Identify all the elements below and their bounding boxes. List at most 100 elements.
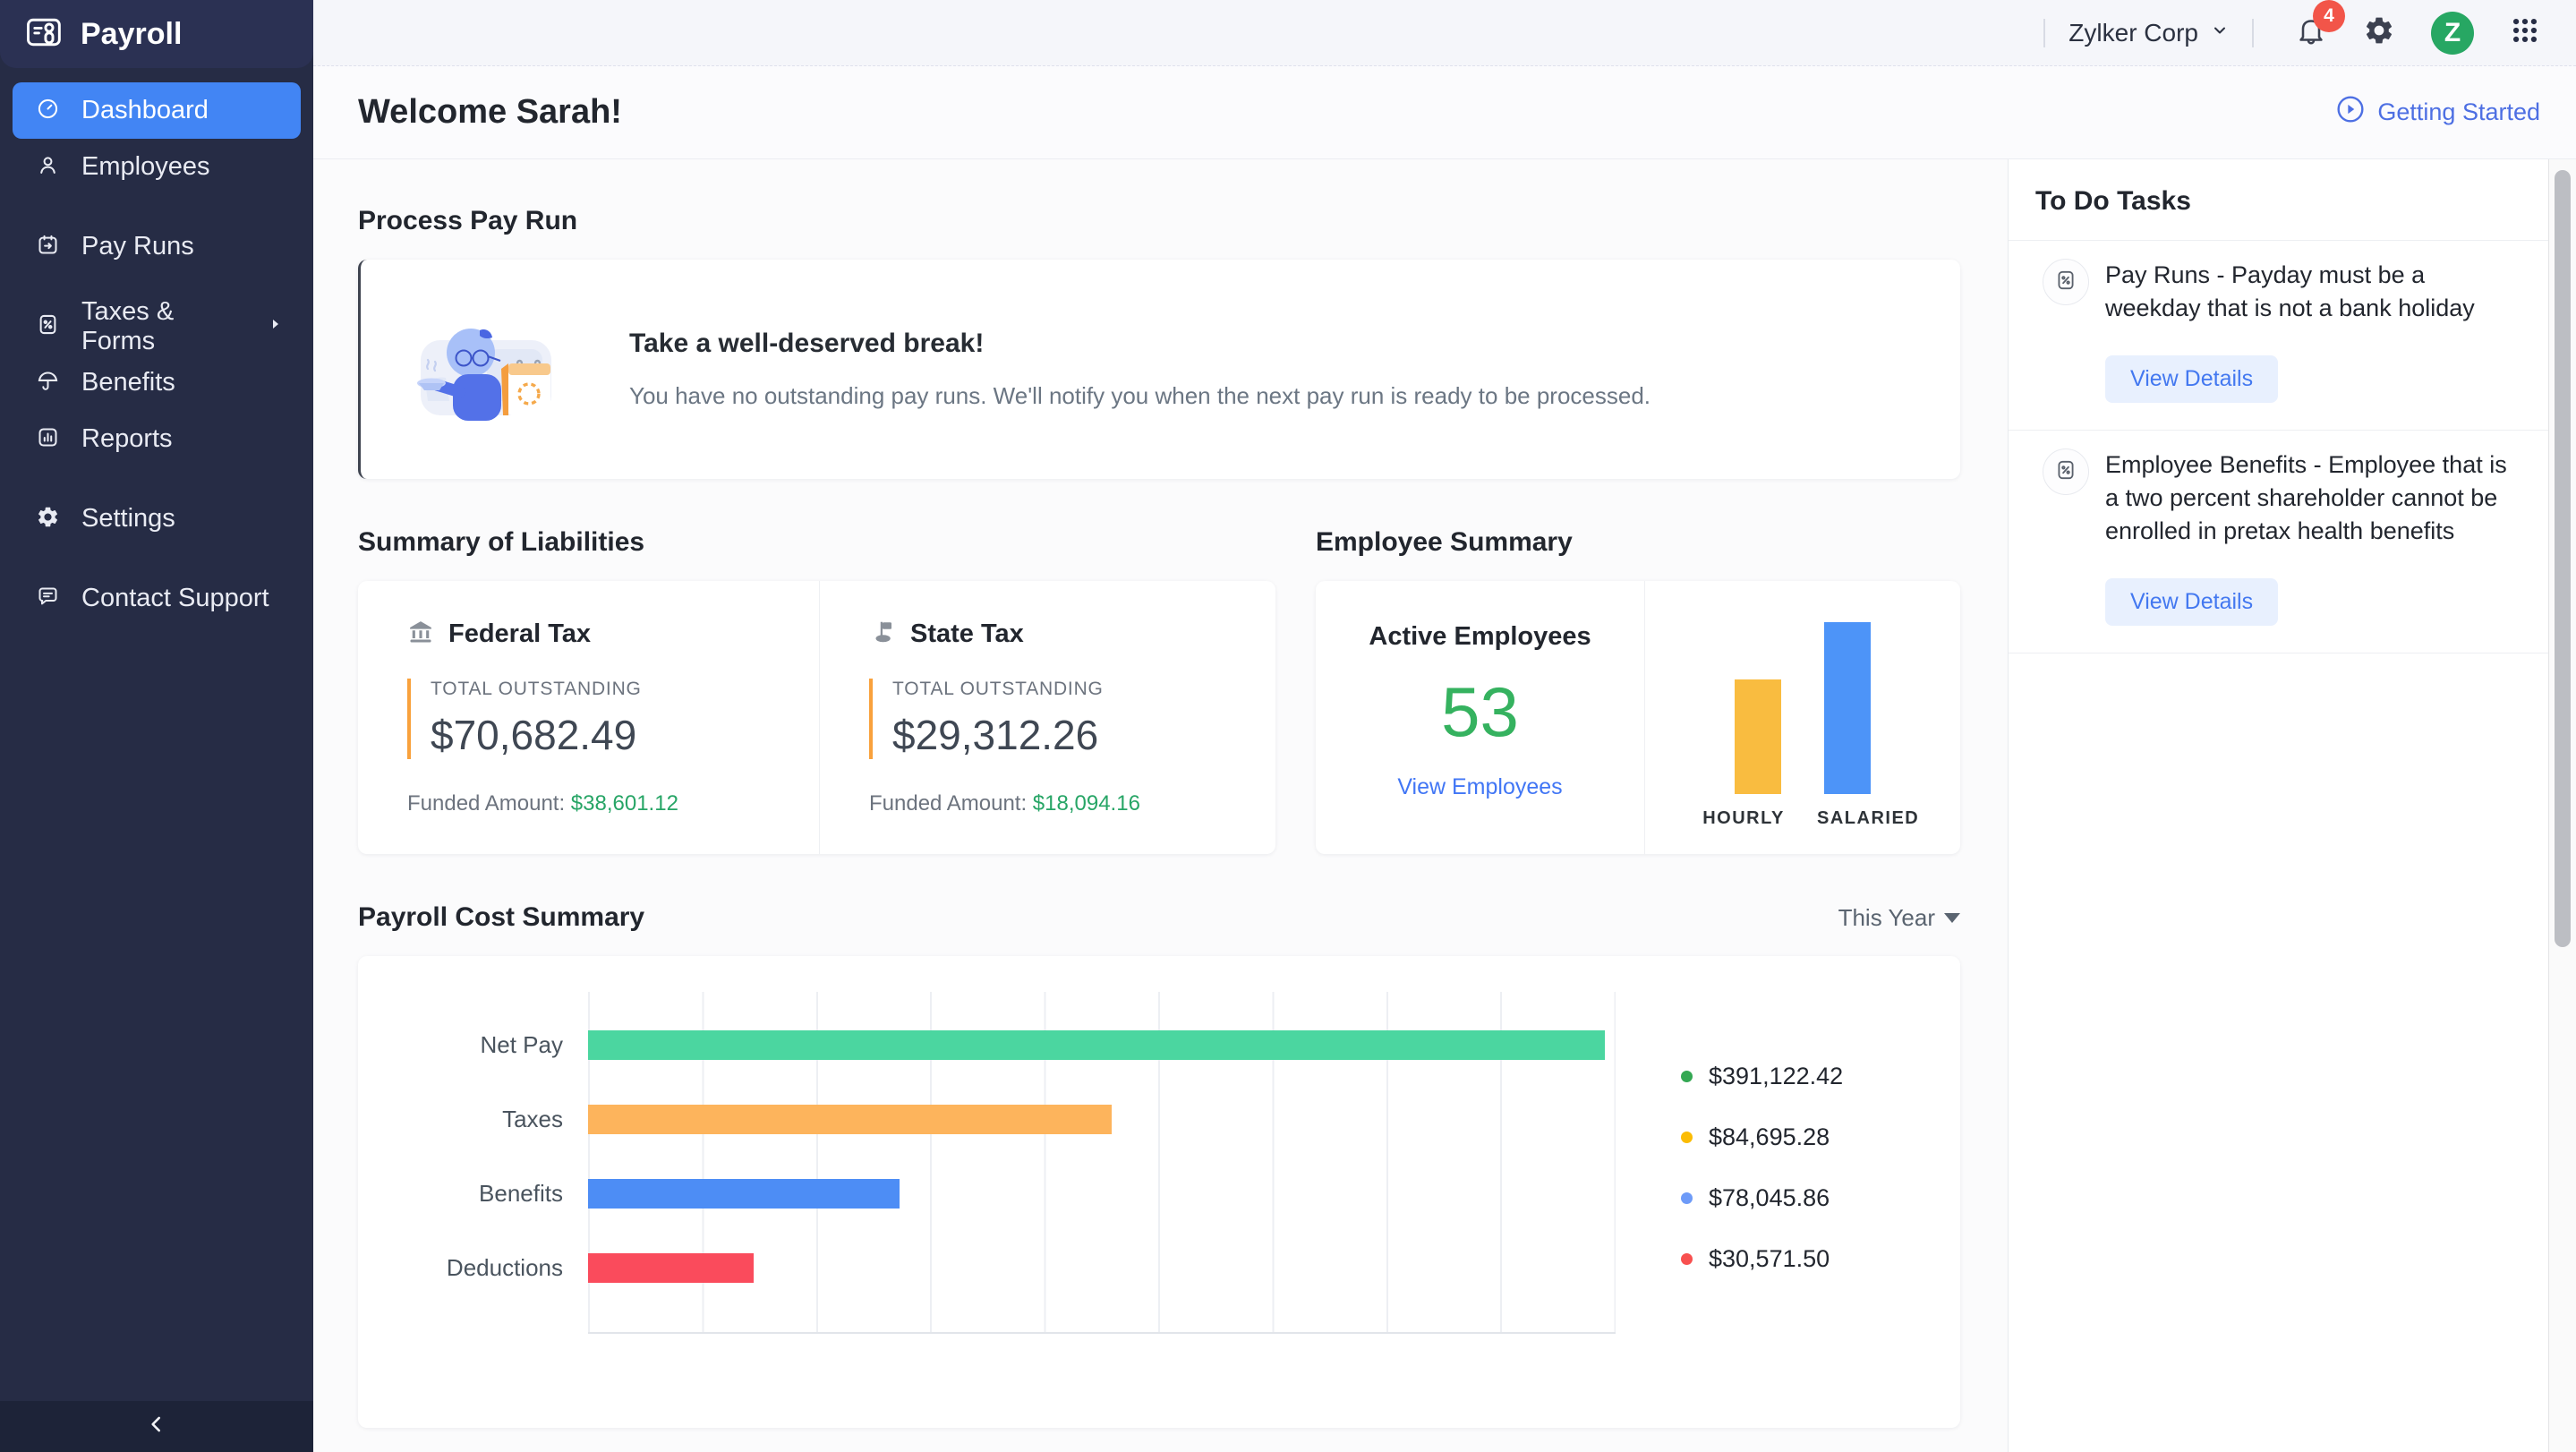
sidebar-item-dashboard[interactable]: Dashboard (13, 82, 301, 139)
payroll-logo-icon (23, 13, 63, 56)
liability-amount: $70,682.49 (431, 712, 637, 758)
sidebar-item-label: Employees (81, 152, 210, 181)
topbar-divider (2043, 18, 2046, 47)
task-icon-circle (2043, 259, 2089, 305)
mini-bar-salaried[interactable] (1824, 622, 1871, 794)
todo-title: To Do Tasks (2035, 186, 2191, 216)
play-circle-icon (2336, 95, 2365, 130)
product-title: Payroll (81, 16, 183, 51)
payroll-cost-title: Payroll Cost Summary (358, 902, 645, 932)
sidebar: Payroll Dashboard (0, 0, 313, 1452)
sidebar-item-label: Settings (81, 504, 175, 533)
chart-category-label: Taxes (502, 1106, 563, 1132)
federal-tax-column: Federal Tax TOTAL OUTSTANDING $70,682.49… (358, 581, 819, 854)
active-employees-count: 53 (1441, 672, 1519, 751)
liability-amount: $29,312.26 (892, 712, 1099, 758)
legend-value: $84,695.28 (1709, 1123, 1830, 1150)
payroll-chart-legend: $391,122.42 $84,695.28 $78,045.86 $30,571.5… (1681, 1062, 1843, 1305)
chart-category-label: Net Pay (480, 1031, 564, 1058)
todo-task: Pay Runs - Payday must be a weekday that… (2009, 241, 2548, 431)
page-title: Welcome Sarah! (358, 93, 622, 131)
org-selector[interactable]: Zylker Corp (2068, 19, 2229, 47)
legend-dot-icon (1681, 1070, 1693, 1082)
gear-icon (2363, 14, 2395, 51)
legend-item: $78,045.86 (1681, 1183, 1843, 1212)
sidebar-item-pay-runs[interactable]: Pay Runs (13, 218, 301, 275)
todo-task: Employee Benefits - Employee that is a t… (2009, 431, 2548, 653)
sidebar-collapse-button[interactable] (0, 1401, 313, 1452)
liability-name: Federal Tax (448, 619, 592, 648)
chart-bar-benefits[interactable] (588, 1179, 900, 1209)
scrollbar-track[interactable] (2548, 159, 2576, 1452)
legend-value: $78,045.86 (1709, 1183, 1830, 1211)
employees-icon (36, 153, 60, 182)
caret-down-icon (1944, 912, 1960, 923)
legend-value: $30,571.50 (1709, 1244, 1830, 1272)
view-details-button[interactable]: View Details (2105, 578, 2279, 626)
scrollbar-thumb[interactable] (2555, 170, 2571, 947)
task-text: Pay Runs - Payday must be a weekday that… (2105, 261, 2475, 321)
notification-badge: 4 (2313, 0, 2345, 32)
funded-label: Funded Amount: (407, 791, 566, 816)
chart-bar-taxes[interactable] (588, 1105, 1112, 1134)
chat-icon (36, 585, 60, 613)
mini-bar-hourly[interactable] (1735, 679, 1781, 794)
payroll-chart-plot: Net Pay Taxes Benefits Deductions (447, 992, 1616, 1334)
sidebar-item-label: Dashboard (81, 96, 209, 124)
chevron-left-icon (145, 1413, 168, 1440)
avatar[interactable]: Z (2431, 11, 2474, 55)
process-pay-run-card: Take a well-deserved break! You have no … (358, 260, 1960, 479)
apps-grid-icon (2510, 15, 2540, 50)
legend-dot-icon (1681, 1252, 1693, 1265)
liabilities-title: Summary of Liabilities (358, 527, 645, 557)
sidebar-item-employees[interactable]: Employees (13, 139, 301, 195)
sidebar-item-taxes-forms[interactable]: Taxes & Forms (13, 297, 301, 355)
liability-caption: TOTAL OUTSTANDING (431, 679, 642, 699)
mini-bar-label: SALARIED (1817, 808, 1920, 828)
liability-name: State Tax (910, 619, 1024, 648)
sidebar-nav: Dashboard Employees (0, 68, 313, 627)
employee-type-chart: HOURLY SALARIED (1645, 581, 1960, 854)
apps-grid-button[interactable] (2510, 15, 2540, 50)
funded-label: Funded Amount: (869, 791, 1028, 816)
employee-summary-card: Active Employees 53 View Employees HOURL… (1316, 581, 1960, 854)
chart-category-label: Deductions (446, 1254, 563, 1281)
sidebar-item-reports[interactable]: Reports (13, 411, 301, 467)
sidebar-item-settings[interactable]: Settings (13, 491, 301, 547)
percent-doc-icon (2054, 458, 2077, 486)
chart-bar-deductions[interactable] (588, 1253, 754, 1283)
break-illustration (401, 303, 571, 437)
sidebar-item-label: Pay Runs (81, 232, 194, 261)
liabilities-card: Federal Tax TOTAL OUTSTANDING $70,682.49… (358, 581, 1275, 854)
view-details-button[interactable]: View Details (2105, 355, 2279, 403)
getting-started-label: Getting Started (2377, 98, 2540, 125)
sidebar-item-label: Benefits (81, 368, 175, 397)
getting-started-link[interactable]: Getting Started (2336, 95, 2540, 130)
funded-amount: $38,601.12 (570, 791, 678, 816)
settings-button[interactable] (2363, 14, 2395, 51)
view-employees-link[interactable]: View Employees (1397, 774, 1563, 799)
dashboard-icon (36, 97, 60, 125)
pay-run-message: You have no outstanding pay runs. We'll … (629, 382, 1651, 409)
mini-bar-label: HOURLY (1702, 808, 1785, 828)
liabilities-section: Summary of Liabilities (358, 527, 1275, 854)
chart-bar-net-pay[interactable] (588, 1030, 1605, 1060)
sidebar-item-benefits[interactable]: Benefits (13, 354, 301, 411)
sidebar-item-contact-support[interactable]: Contact Support (13, 570, 301, 627)
legend-item: $84,695.28 (1681, 1123, 1843, 1151)
period-label: This Year (1838, 903, 1935, 931)
reports-icon (36, 425, 60, 454)
legend-item: $391,122.42 (1681, 1062, 1843, 1090)
percent-doc-icon (2054, 269, 2077, 296)
payroll-cost-card: Net Pay Taxes Benefits Deductions $391,122.… (358, 956, 1960, 1428)
task-text: Employee Benefits - Employee that is a t… (2105, 451, 2507, 544)
task-icon-circle (2043, 448, 2089, 495)
state-tax-column: State Tax TOTAL OUTSTANDING $29,312.26 F… (819, 581, 1275, 854)
notifications-button[interactable]: 4 (2295, 0, 2345, 51)
period-dropdown[interactable]: This Year (1838, 904, 1960, 932)
employee-summary-title: Employee Summary (1316, 527, 1573, 557)
welcome-row: Welcome Sarah! Getting Started (313, 66, 2576, 159)
liability-caption: TOTAL OUTSTANDING (892, 679, 1104, 699)
sidebar-item-label: Reports (81, 424, 173, 453)
legend-dot-icon (1681, 1191, 1693, 1204)
